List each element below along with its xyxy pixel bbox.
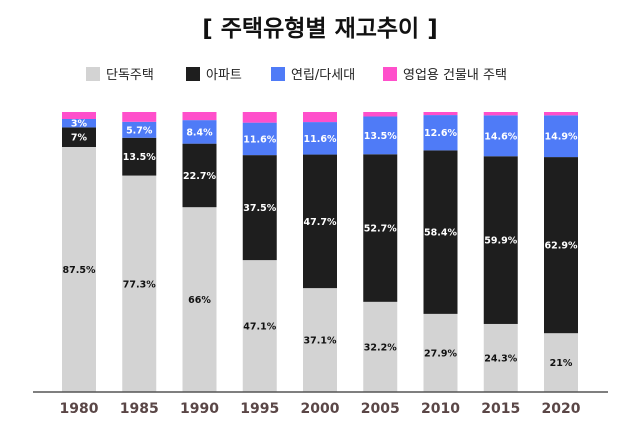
legend-label-2: 연립/다세대 <box>291 68 355 83</box>
bar-1990-series-2 <box>182 120 217 144</box>
data-label-2010-series-2: 12.6% <box>424 128 457 139</box>
bar-2005-series-2 <box>363 116 398 155</box>
bar-2010-series-0 <box>423 313 458 392</box>
bar-1980-series-3 <box>62 112 96 119</box>
x-tick-2015: 2015 <box>481 401 520 417</box>
data-label-1995-series-1: 37.5% <box>243 203 276 214</box>
legend-swatch-0 <box>86 67 100 81</box>
bar-1985-series-1 <box>122 137 157 176</box>
data-label-2015-series-0: 24.3% <box>484 353 517 364</box>
bar-2020-series-3 <box>544 112 578 116</box>
x-tick-2010: 2010 <box>421 401 460 417</box>
x-tick-1985: 1985 <box>120 401 159 417</box>
bar-2010-series-1 <box>423 150 458 314</box>
x-tick-2000: 2000 <box>301 401 340 417</box>
data-label-1985-series-1: 13.5% <box>123 152 156 163</box>
bar-2020-series-2 <box>544 115 578 158</box>
data-label-1990-series-1: 22.7% <box>183 171 216 182</box>
legend-label-1: 아파트 <box>206 68 242 83</box>
bar-2000-series-2 <box>303 122 337 155</box>
bar-2010-series-2 <box>423 115 458 151</box>
bar-1980-series-2 <box>62 119 96 128</box>
bar-1990-series-1 <box>182 143 217 208</box>
data-label-2020-series-1: 62.9% <box>545 241 578 252</box>
bar-2000-series-0 <box>303 288 337 392</box>
bar-2005-series-1 <box>363 154 398 302</box>
legend-swatch-3 <box>383 67 397 81</box>
data-label-2020-series-2: 14.9% <box>545 132 578 143</box>
data-label-2005-series-1: 52.7% <box>364 224 397 235</box>
bars: 87.5% 7% 3% 77.3% 13.5% 5.7% 66% 22.7% 8.4% 47.1%… <box>62 112 578 392</box>
bar-1990-series-3 <box>182 112 217 121</box>
bar-1995-series-1 <box>242 155 277 261</box>
data-label-2000-series-2: 11.6% <box>304 134 337 145</box>
data-label-1990-series-2: 8.4% <box>186 127 213 138</box>
data-label-1990-series-0: 66% <box>188 295 211 306</box>
data-label-2000-series-0: 37.1% <box>304 336 337 347</box>
legend-swatch-2 <box>271 67 285 81</box>
data-label-2005-series-2: 13.5% <box>364 131 397 142</box>
data-label-2020-series-0: 21% <box>550 358 573 369</box>
data-label-1995-series-0: 47.1% <box>243 322 276 333</box>
bar-2000-series-1 <box>303 154 337 289</box>
x-tick-1995: 1995 <box>240 401 279 417</box>
chart-title: [ 주택유형별 재고추이 ] <box>202 16 438 42</box>
bar-2015-series-0 <box>483 323 518 392</box>
bar-2015-series-3 <box>483 112 518 116</box>
bar-2020-series-0 <box>544 333 578 392</box>
bar-2005-series-3 <box>363 112 398 117</box>
x-tick-1990: 1990 <box>180 401 219 417</box>
data-label-1985-series-2: 5.7% <box>126 125 153 136</box>
data-label-2000-series-1: 47.7% <box>304 217 337 228</box>
bar-1995-series-3 <box>242 112 277 123</box>
data-label-1980-series-0: 87.5% <box>63 265 96 276</box>
bar-1985-series-2 <box>122 121 157 138</box>
bar-2020-series-1 <box>544 157 578 334</box>
x-axis-ticks: 1980 1985 1990 1995 2000 2005 2010 2015 2020 <box>60 401 581 417</box>
bar-2015-series-2 <box>483 115 518 157</box>
bar-2015-series-1 <box>483 156 518 324</box>
data-label-1980-series-1: 7% <box>71 133 88 144</box>
x-tick-2020: 2020 <box>542 401 581 417</box>
legend: 단독주택 아파트 연립/다세대 영업용 건물내 주택 <box>86 67 507 83</box>
bar-2005-series-0 <box>363 301 398 392</box>
bar-1990-series-0 <box>182 207 217 392</box>
bar-1995-series-0 <box>242 260 277 392</box>
legend-swatch-1 <box>186 67 200 81</box>
bar-1985-series-3 <box>122 112 157 122</box>
x-tick-2005: 2005 <box>361 401 400 417</box>
data-label-1995-series-2: 11.6% <box>243 134 276 145</box>
bar-2000-series-3 <box>303 112 337 123</box>
bar-1985-series-0 <box>122 175 157 392</box>
data-label-2005-series-0: 32.2% <box>364 342 397 353</box>
data-label-2010-series-1: 58.4% <box>424 228 457 239</box>
bar-1995-series-2 <box>242 122 277 156</box>
legend-label-3: 영업용 건물내 주택 <box>403 68 507 83</box>
legend-label-0: 단독주택 <box>106 68 154 83</box>
x-tick-1980: 1980 <box>60 401 99 417</box>
data-label-2015-series-1: 59.9% <box>484 236 517 247</box>
bar-1980-series-1 <box>62 127 96 147</box>
bar-1980-series-0 <box>62 147 96 392</box>
data-label-2010-series-0: 27.9% <box>424 348 457 359</box>
data-label-1985-series-0: 77.3% <box>123 279 156 290</box>
data-label-1980-series-2: 3% <box>71 119 88 130</box>
bar-2010-series-3 <box>423 112 458 116</box>
data-label-2015-series-2: 14.6% <box>484 131 517 142</box>
